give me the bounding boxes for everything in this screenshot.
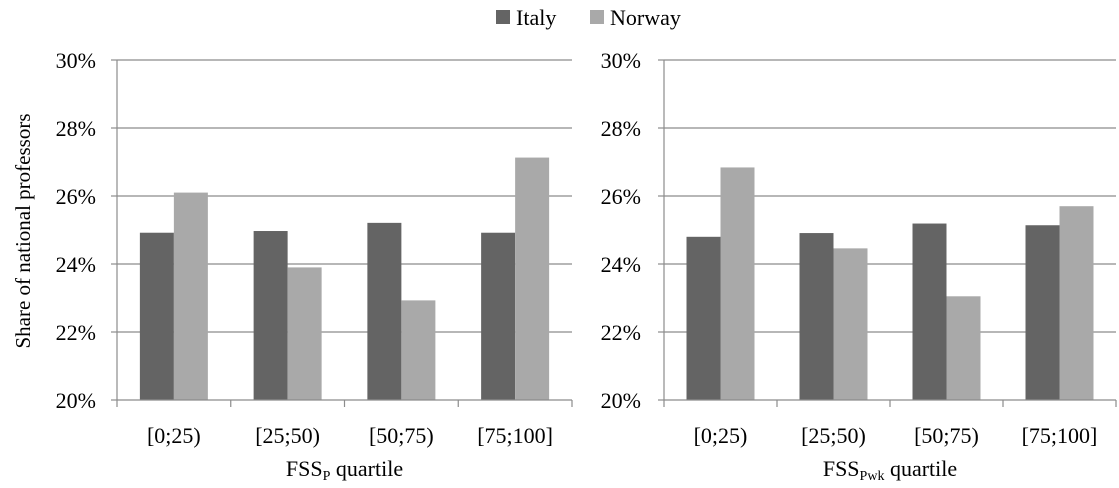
bar-italy-75-100 [1025,225,1060,400]
x-tick-label: [25;50) [801,423,866,448]
y-tick-label: 26% [56,184,96,209]
bar-norway-25-50 [833,248,868,400]
y-tick-label: 28% [56,116,96,141]
bar-italy-50-75 [912,223,947,400]
y-tick-label: 24% [601,252,641,277]
bar-norway-50-75 [401,300,436,400]
y-axis-label: Share of national professors [11,113,35,348]
legend-label-norway: Norway [610,5,681,30]
x-axis-label: FSSPwk quartile [823,456,957,484]
x-tick-label: [75;100] [477,423,553,448]
chart-panel-fsspwk: 20% 22% 24% 26% 28% 30% [0;25) [25;50) [50;75) [7… [601,48,1117,484]
y-tick-label: 28% [601,116,641,141]
bar-italy-0-25 [686,236,721,400]
y-tick-label: 20% [56,388,96,413]
y-tick-label: 20% [601,388,641,413]
bar-italy-25-50 [253,231,288,400]
bar-italy-50-75 [367,222,402,400]
legend: Italy Norway [496,5,681,30]
bar-italy-75-100 [481,232,516,400]
bar-norway-75-100 [1059,206,1094,400]
legend-swatch-norway [590,10,604,24]
y-tick-label: 30% [601,48,641,73]
y-tick-label: 22% [601,320,641,345]
y-tick-label: 24% [56,252,96,277]
x-axis-label: FSSP quartile [286,456,403,484]
bar-italy-0-25 [139,232,174,400]
x-tick-label: [25;50) [255,423,320,448]
x-tick-label: [50;75) [914,423,979,448]
bar-norway-0-25 [720,167,755,400]
chart-panel-fssp: 20% 22% 24% 26% 28% 30% [0;25) [25;50) [50;75) [7… [56,48,573,484]
y-tick-label: 30% [56,48,96,73]
x-tick-label: [0;25) [147,423,201,448]
bar-norway-75-100 [515,157,550,400]
bar-italy-25-50 [799,233,834,400]
x-tick-label: [50;75) [369,423,434,448]
legend-label-italy: Italy [516,5,556,30]
bar-norway-25-50 [287,267,322,400]
bar-norway-50-75 [946,296,981,400]
x-tick-label: [0;25) [694,423,748,448]
y-tick-label: 26% [601,184,641,209]
y-tick-label: 22% [56,320,96,345]
bar-norway-0-25 [173,192,208,400]
legend-swatch-italy [496,10,510,24]
x-tick-label: [75;100] [1022,423,1098,448]
